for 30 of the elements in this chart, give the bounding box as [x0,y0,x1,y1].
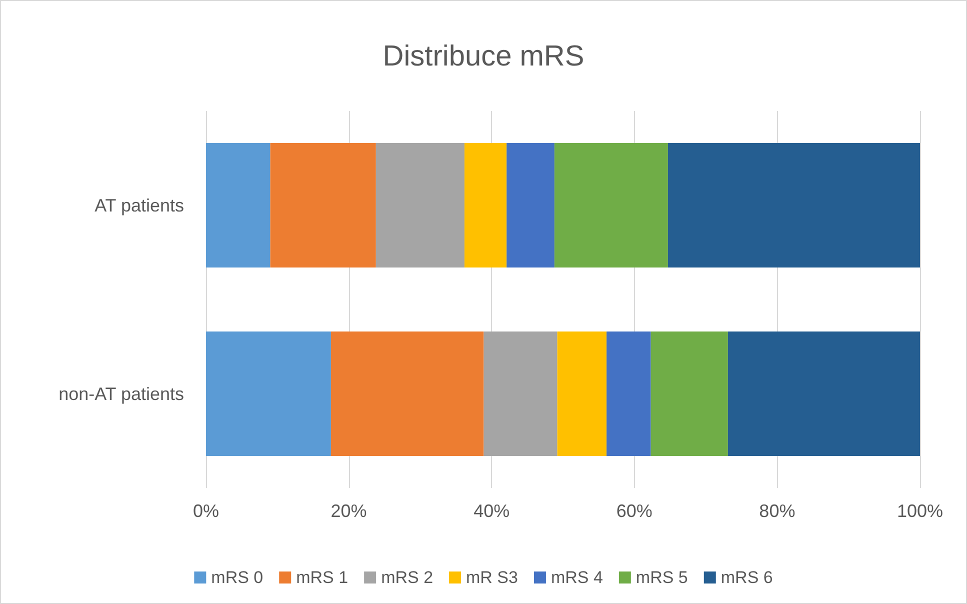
legend-label: mR S3 [466,568,518,587]
legend-label: mRS 1 [296,568,348,587]
x-tick-label: 80% [759,501,796,521]
bar [206,332,331,456]
bar [270,143,376,268]
x-tick-label: 20% [330,501,367,521]
bar [376,143,464,268]
bar [506,143,554,268]
x-tick-label: 40% [474,501,510,521]
x-tick-label: 0% [192,501,220,521]
chart-title: Distribuce mRS [382,40,584,72]
legend-label: mRS 0 [211,568,264,587]
y-tick-label: non-AT patients [58,384,184,404]
bar [484,332,558,456]
x-tick-label: 100% [896,501,944,521]
legend-label: mRS 4 [550,568,603,587]
bar [554,143,668,268]
bar [728,332,920,456]
x-tick-label: 60% [616,501,652,521]
y-tick-label: AT patients [94,195,184,216]
legend-label: mRS 6 [720,568,773,587]
bar [668,143,920,268]
bar [650,332,728,456]
bar [330,332,484,456]
bar [606,332,651,456]
bar [557,332,607,456]
bar [464,143,507,268]
legend-label: mRS 2 [381,568,434,587]
legend-label: mRS 5 [636,568,688,587]
bar [206,143,270,268]
